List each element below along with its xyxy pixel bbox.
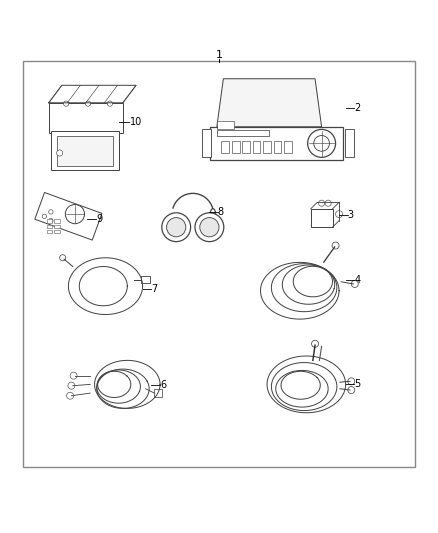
Text: 6: 6 xyxy=(160,380,166,390)
Circle shape xyxy=(49,219,53,223)
FancyBboxPatch shape xyxy=(345,129,354,157)
Circle shape xyxy=(318,200,325,206)
FancyBboxPatch shape xyxy=(274,141,282,153)
Circle shape xyxy=(332,242,339,249)
Text: 5: 5 xyxy=(354,378,360,389)
FancyBboxPatch shape xyxy=(46,220,52,223)
Circle shape xyxy=(325,200,331,206)
Circle shape xyxy=(351,280,358,287)
FancyBboxPatch shape xyxy=(22,61,416,467)
Circle shape xyxy=(166,217,186,237)
Polygon shape xyxy=(35,192,102,240)
FancyBboxPatch shape xyxy=(263,141,271,153)
Polygon shape xyxy=(217,79,321,127)
FancyBboxPatch shape xyxy=(54,230,60,233)
FancyBboxPatch shape xyxy=(46,224,52,228)
Circle shape xyxy=(68,382,75,389)
Circle shape xyxy=(314,135,329,151)
Text: 8: 8 xyxy=(218,207,224,217)
FancyBboxPatch shape xyxy=(232,141,240,153)
Text: 4: 4 xyxy=(354,276,360,286)
Circle shape xyxy=(49,210,53,214)
Circle shape xyxy=(65,205,85,224)
Circle shape xyxy=(64,101,69,106)
Circle shape xyxy=(348,378,355,385)
Text: 2: 2 xyxy=(354,103,360,113)
FancyBboxPatch shape xyxy=(57,135,113,166)
Text: 9: 9 xyxy=(96,214,102,224)
Circle shape xyxy=(307,130,336,157)
FancyBboxPatch shape xyxy=(284,141,292,153)
Text: 7: 7 xyxy=(151,284,158,294)
FancyBboxPatch shape xyxy=(217,121,234,129)
Circle shape xyxy=(311,340,318,348)
Circle shape xyxy=(195,213,224,241)
FancyBboxPatch shape xyxy=(49,103,123,133)
Circle shape xyxy=(348,386,355,393)
FancyBboxPatch shape xyxy=(210,127,343,159)
Text: 3: 3 xyxy=(348,210,354,220)
Circle shape xyxy=(336,211,343,217)
FancyBboxPatch shape xyxy=(141,276,150,283)
Circle shape xyxy=(70,372,77,379)
FancyBboxPatch shape xyxy=(154,389,162,398)
Circle shape xyxy=(162,213,191,241)
Text: 10: 10 xyxy=(130,117,142,126)
FancyBboxPatch shape xyxy=(54,220,60,223)
Circle shape xyxy=(60,255,66,261)
Circle shape xyxy=(200,217,219,237)
Circle shape xyxy=(57,150,63,156)
FancyBboxPatch shape xyxy=(54,224,60,228)
Circle shape xyxy=(42,214,46,219)
FancyBboxPatch shape xyxy=(51,131,119,171)
FancyBboxPatch shape xyxy=(221,141,229,153)
FancyBboxPatch shape xyxy=(253,141,261,153)
FancyBboxPatch shape xyxy=(201,129,211,157)
Circle shape xyxy=(107,101,113,106)
Circle shape xyxy=(85,101,91,106)
FancyBboxPatch shape xyxy=(46,230,52,233)
Circle shape xyxy=(67,392,74,399)
FancyBboxPatch shape xyxy=(217,130,269,135)
FancyBboxPatch shape xyxy=(311,209,332,227)
Text: 1: 1 xyxy=(215,50,223,60)
FancyBboxPatch shape xyxy=(242,141,250,153)
